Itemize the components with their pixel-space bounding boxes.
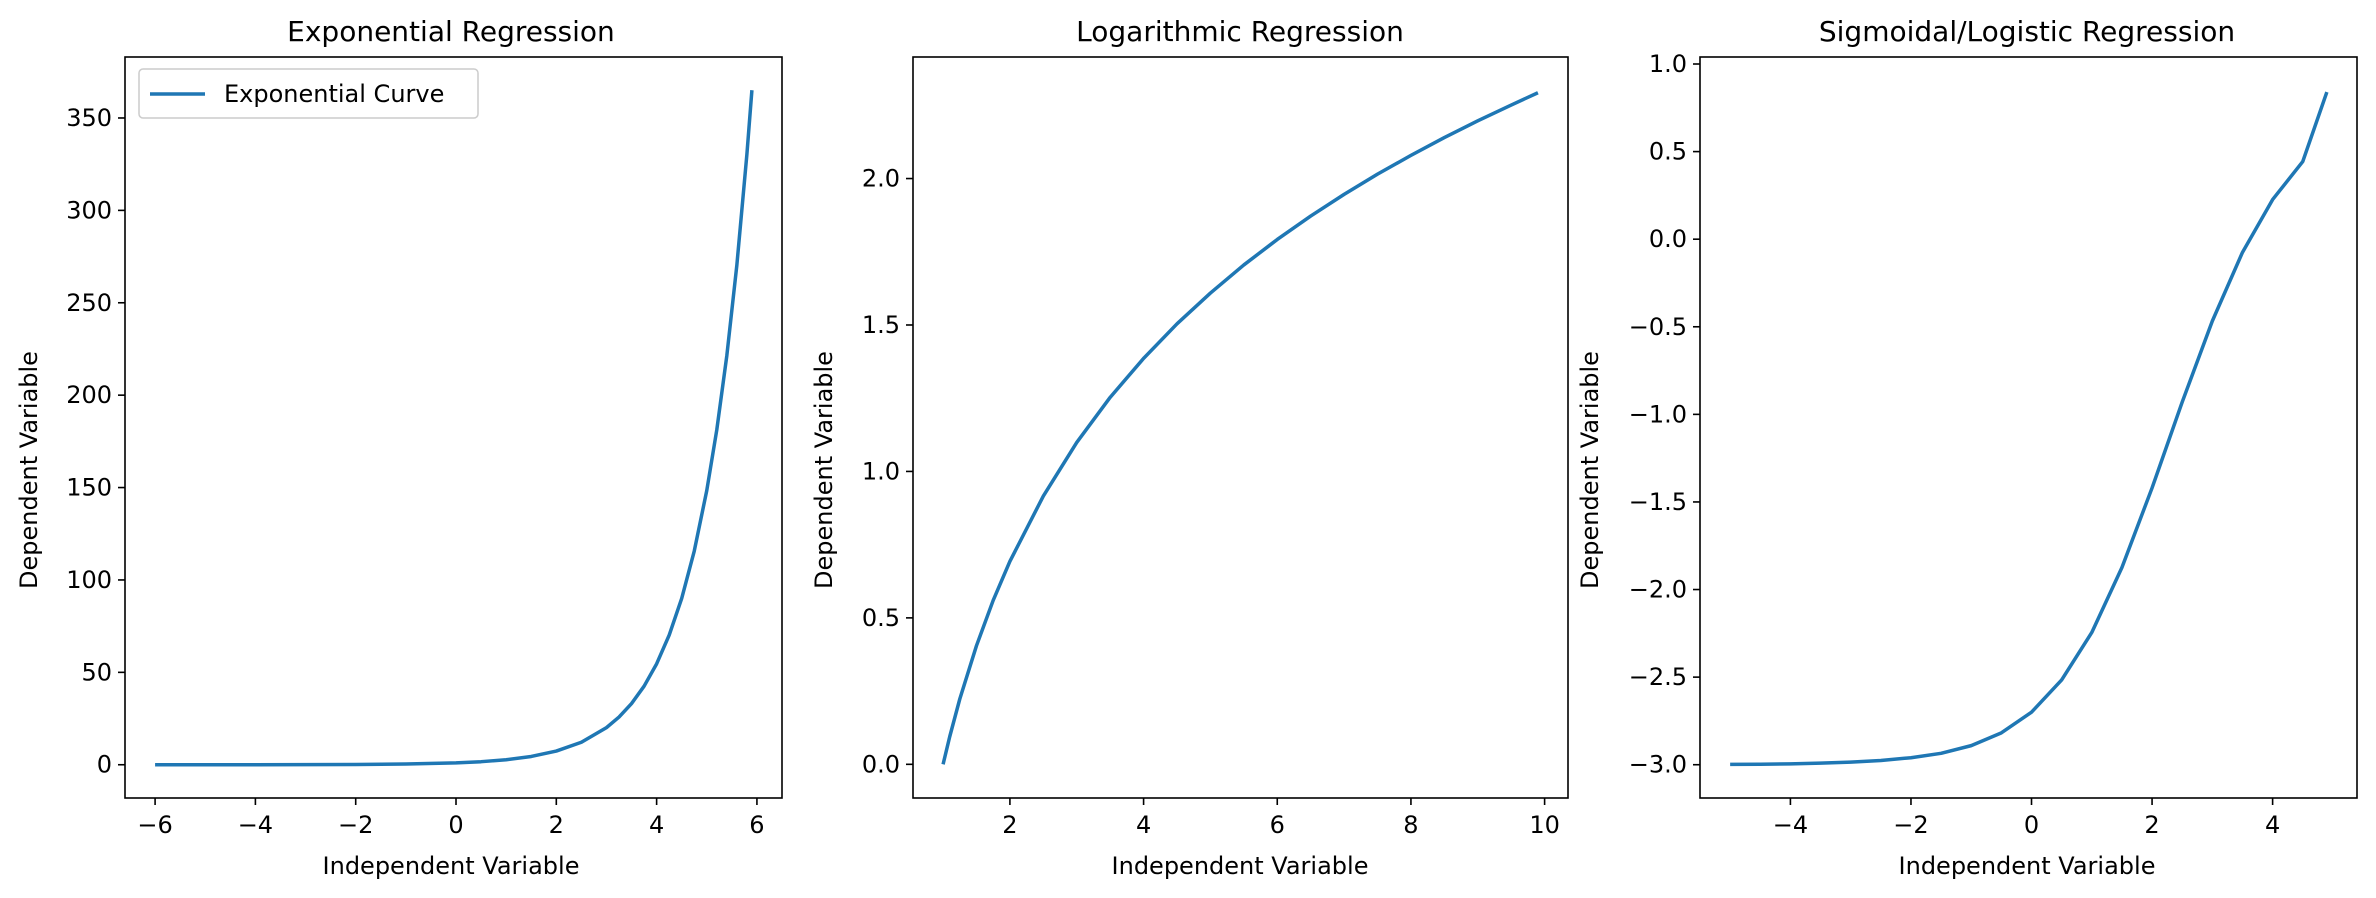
- plot-area: −6 −4 −2 0 2 4 6 0 50 100 150 200 250 300 350: [66, 56, 783, 839]
- y-tick-label: −0.5: [1629, 313, 1687, 341]
- x-tick-label: 6: [1270, 811, 1285, 839]
- x-tick-label: 10: [1529, 811, 1560, 839]
- x-tick-label: 0: [448, 811, 463, 839]
- y-tick-label: 150: [66, 474, 112, 502]
- sigmoidal-logistic-regression-panel: Sigmoidal/Logistic Regression Independen…: [1576, 15, 2358, 880]
- y-tick-label: 0.5: [862, 604, 900, 632]
- logarithmic-regression-panel: Logarithmic Regression Independent Varia…: [810, 15, 1569, 880]
- y-tick-label: 200: [66, 381, 112, 409]
- x-tick-label: 2: [2144, 811, 2159, 839]
- y-tick-label: 0: [97, 751, 112, 779]
- x-tick-label: 2: [1002, 811, 1017, 839]
- y-tick-label: −1.0: [1629, 400, 1687, 428]
- chart-title: Sigmoidal/Logistic Regression: [1819, 15, 2235, 48]
- y-tick-label: 1.5: [862, 311, 900, 339]
- x-tick-label: −2: [338, 811, 373, 839]
- x-axis-label: Independent Variable: [1112, 852, 1369, 880]
- x-tick-label: −2: [1893, 811, 1928, 839]
- x-tick-label: 0: [2024, 811, 2039, 839]
- x-tick-label: 4: [1136, 811, 1151, 839]
- x-tick-label: −4: [238, 811, 273, 839]
- y-tick-label: 350: [66, 104, 112, 132]
- y-tick-label: 0.0: [1649, 225, 1687, 253]
- y-tick-label: −2.0: [1629, 576, 1687, 604]
- exponential-regression-panel: Exponential Regression Independent Varia…: [15, 15, 783, 880]
- y-tick-label: 1.0: [1649, 50, 1687, 78]
- legend: Exponential Curve: [138, 68, 479, 119]
- y-tick-label: 0.5: [1649, 138, 1687, 166]
- x-axis-label: Independent Variable: [1899, 852, 2156, 880]
- legend-box: [138, 68, 479, 119]
- y-tick-label: 2.0: [862, 165, 900, 193]
- series-line: [941, 91, 1539, 765]
- y-tick-label: 0.0: [862, 750, 900, 778]
- y-tick-label: 250: [66, 289, 112, 317]
- y-tick-label: 300: [66, 196, 112, 224]
- series-line: [1730, 91, 2329, 767]
- chart-title: Logarithmic Regression: [1076, 15, 1404, 48]
- y-tick-label: 100: [66, 566, 112, 594]
- y-tick-label: 50: [81, 658, 112, 686]
- x-tick-label: 4: [649, 811, 664, 839]
- x-tick-label: −4: [1773, 811, 1808, 839]
- y-axis-label: Dependent Variable: [15, 351, 43, 589]
- x-tick-label: 6: [749, 811, 764, 839]
- plot-area: 2 4 6 8 10 0.0 0.5 1.0 1.5 2.0: [862, 56, 1569, 839]
- y-tick-label: −3.0: [1629, 751, 1687, 779]
- axes-frame: [912, 56, 1569, 799]
- chart-title: Exponential Regression: [287, 15, 615, 48]
- x-tick-label: 2: [549, 811, 564, 839]
- y-tick-label: −1.5: [1629, 488, 1687, 516]
- y-tick-label: −2.5: [1629, 663, 1687, 691]
- axes-frame: [1699, 56, 2358, 799]
- plot-area: −4 −2 0 2 4 −3.0 −2.5 −2.0 −1.5 −1.0 −0.5 0.0 0.5 1.0: [1629, 50, 2358, 839]
- legend-entry-label: Exponential Curve: [224, 80, 444, 108]
- axes-frame: [124, 56, 783, 799]
- series-line: [155, 90, 754, 767]
- y-axis-label: Dependent Variable: [1576, 351, 1604, 589]
- x-tick-label: −6: [137, 811, 172, 839]
- y-axis-label: Dependent Variable: [810, 351, 838, 589]
- x-tick-label: 4: [2265, 811, 2280, 839]
- x-tick-label: 8: [1403, 811, 1418, 839]
- y-tick-label: 1.0: [862, 457, 900, 485]
- x-axis-label: Independent Variable: [323, 852, 580, 880]
